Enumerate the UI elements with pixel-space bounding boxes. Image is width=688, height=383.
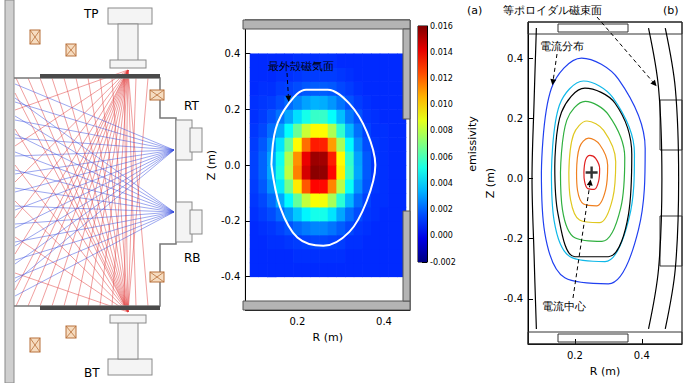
svg-text:電流分布: 電流分布 [540,40,584,53]
svg-text:(a): (a) [467,4,482,17]
svg-text:0.010: 0.010 [430,100,453,109]
svg-text:(b): (b) [663,4,679,17]
svg-text:0.008: 0.008 [430,126,453,135]
svg-text:0.014: 0.014 [430,48,453,57]
svg-text:0.016: 0.016 [430,22,453,31]
svg-text:Z (m): Z (m) [205,150,218,180]
svg-text:RB: RB [184,251,201,265]
svg-text:-0.2: -0.2 [503,233,523,244]
svg-text:0.4: 0.4 [376,316,392,327]
svg-text:-0.2: -0.2 [221,215,241,226]
svg-text:0.2: 0.2 [289,316,305,327]
svg-text:0.006: 0.006 [430,153,453,162]
svg-text:0.4: 0.4 [225,48,241,59]
svg-text:0.2: 0.2 [225,104,241,115]
svg-text:0.0: 0.0 [507,173,523,184]
svg-text:emissivity: emissivity [466,116,479,172]
svg-text:Z (m): Z (m) [484,168,497,198]
svg-text:R (m): R (m) [590,365,620,378]
svg-text:0.000: 0.000 [430,231,453,240]
svg-text:RT: RT [184,99,199,113]
svg-text:0.2: 0.2 [507,113,523,124]
svg-text:-0.4: -0.4 [221,271,241,282]
svg-text:0.002: 0.002 [430,205,453,214]
svg-text:0.4: 0.4 [507,53,523,64]
svg-text:等ポロイダル磁束面: 等ポロイダル磁束面 [503,4,602,17]
svg-text:0.004: 0.004 [430,179,453,188]
svg-text:0.012: 0.012 [430,74,453,83]
svg-text:0.4: 0.4 [634,350,650,361]
svg-text:BT: BT [84,366,100,380]
svg-text:電流中心: 電流中心 [542,300,586,313]
svg-text:最外殻磁気面: 最外殻磁気面 [268,60,334,73]
svg-text:-0.4: -0.4 [503,293,523,304]
svg-text:TP: TP [83,7,99,21]
svg-text:0.2: 0.2 [567,350,583,361]
svg-text:0.0: 0.0 [225,160,241,171]
svg-text:-0.002: -0.002 [430,258,456,267]
svg-text:R (m): R (m) [312,331,342,344]
